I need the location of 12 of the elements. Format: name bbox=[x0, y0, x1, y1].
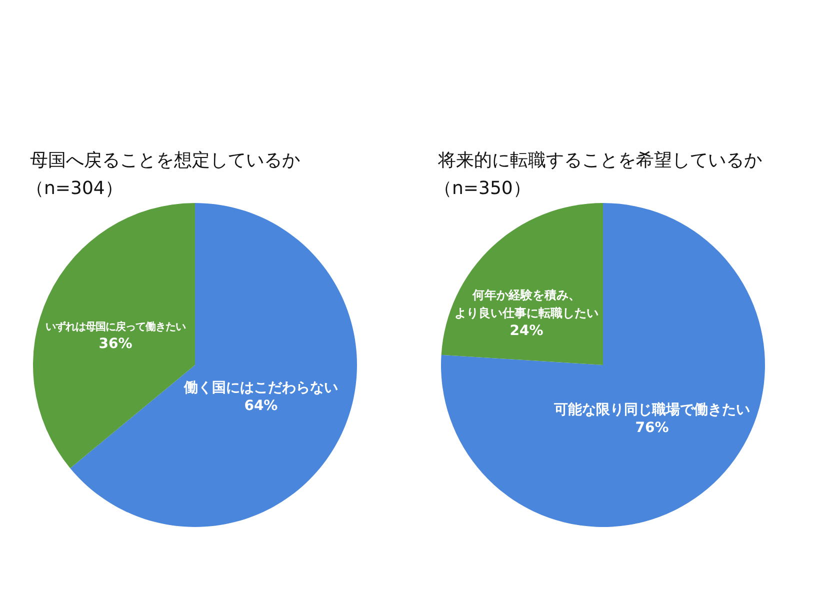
slice-label: いずれは母国に戻って働きたい bbox=[46, 320, 186, 333]
chart-title: 将来的に転職することを希望しているか bbox=[437, 150, 762, 171]
chart-subtitle: （n=350） bbox=[434, 178, 531, 199]
data-label: 76% bbox=[635, 420, 669, 436]
chart-title: 母国へ戻ることを想定しているか bbox=[30, 150, 300, 171]
slice-label: 可能な限り同じ職場で働きたい bbox=[553, 401, 750, 418]
slice-label: 働く国にはこだわらない bbox=[182, 380, 338, 396]
data-label: 36% bbox=[98, 336, 132, 352]
data-label: 64% bbox=[244, 398, 278, 414]
slice-label: 何年か経験を積み、より良い仕事に転職したい bbox=[454, 288, 598, 320]
data-label: 24% bbox=[510, 322, 544, 339]
chart-subtitle: （n=304） bbox=[26, 178, 123, 199]
